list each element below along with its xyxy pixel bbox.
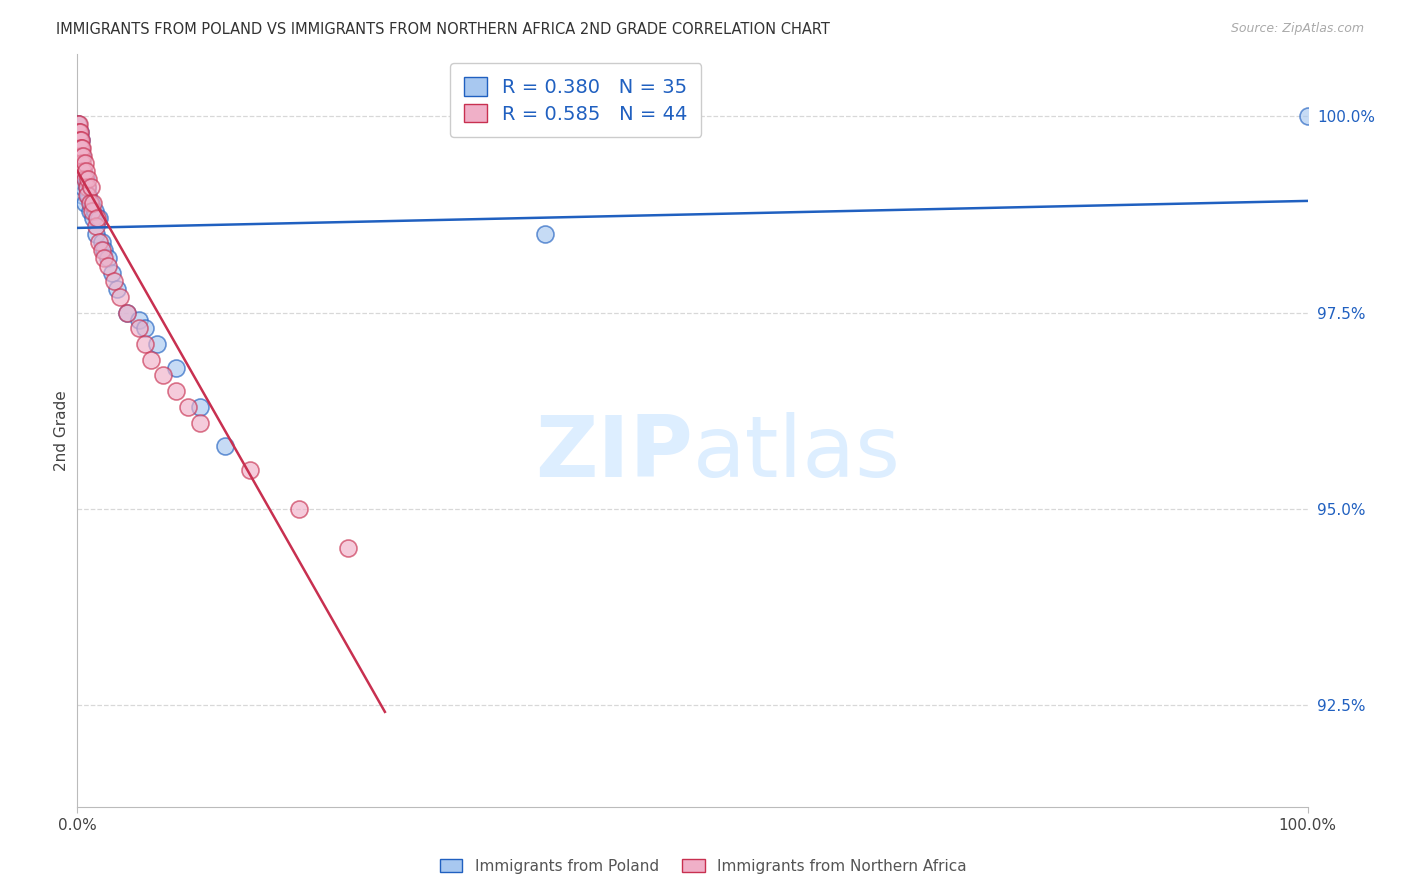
Point: [67, 133, 90, 147]
Point: [67, 125, 90, 139]
Point: [79, 203, 101, 218]
Point: [128, 321, 150, 335]
Point: [177, 400, 200, 414]
Point: [93, 243, 115, 257]
Point: [97, 259, 120, 273]
Point: [72, 164, 94, 178]
Point: [82, 195, 104, 210]
Point: [75, 172, 97, 186]
Point: [89, 211, 111, 226]
Point: [75, 164, 97, 178]
Point: [97, 251, 120, 265]
Point: [77, 187, 100, 202]
Point: [128, 313, 150, 327]
Point: [190, 400, 212, 414]
Point: [82, 203, 104, 218]
Point: [70, 156, 93, 170]
Point: [83, 203, 105, 218]
Point: [134, 321, 156, 335]
Point: [69, 125, 91, 139]
Legend: Immigrants from Poland, Immigrants from Northern Africa: Immigrants from Poland, Immigrants from …: [433, 853, 973, 880]
Point: [70, 148, 93, 162]
Point: [165, 360, 187, 375]
Point: [89, 235, 111, 249]
Point: [80, 180, 103, 194]
Point: [66, 117, 89, 131]
Point: [337, 541, 360, 556]
Point: [534, 227, 557, 241]
Point: [79, 195, 101, 210]
Point: [101, 266, 124, 280]
Point: [66, 117, 89, 131]
Text: atlas: atlas: [693, 411, 900, 494]
Point: [76, 187, 98, 202]
Point: [73, 172, 96, 186]
Point: [76, 180, 98, 194]
Point: [73, 156, 96, 170]
Point: [69, 141, 91, 155]
Point: [190, 416, 212, 430]
Point: [110, 290, 132, 304]
Point: [103, 274, 125, 288]
Text: ZIP: ZIP: [534, 411, 693, 494]
Point: [84, 227, 107, 241]
Point: [165, 384, 187, 398]
Point: [146, 337, 169, 351]
Point: [70, 133, 93, 147]
Point: [69, 141, 91, 155]
Point: [76, 180, 98, 194]
Point: [72, 164, 94, 178]
Point: [141, 352, 163, 367]
Point: [70, 148, 93, 162]
Point: [66, 125, 89, 139]
Point: [115, 305, 138, 319]
Point: [93, 251, 115, 265]
Point: [80, 195, 103, 210]
Point: [105, 282, 128, 296]
Point: [90, 235, 114, 249]
Text: Source: ZipAtlas.com: Source: ZipAtlas.com: [1230, 22, 1364, 36]
Point: [82, 211, 104, 226]
Legend: R = 0.380   N = 35, R = 0.585   N = 44: R = 0.380 N = 35, R = 0.585 N = 44: [450, 63, 702, 137]
Text: IMMIGRANTS FROM POLAND VS IMMIGRANTS FROM NORTHERN AFRICA 2ND GRADE CORRELATION : IMMIGRANTS FROM POLAND VS IMMIGRANTS FRO…: [56, 22, 830, 37]
Point: [239, 463, 262, 477]
Point: [84, 219, 107, 234]
Point: [77, 172, 100, 186]
Point: [288, 502, 311, 516]
Point: [152, 368, 174, 383]
Point: [70, 141, 93, 155]
Point: [70, 141, 93, 155]
Point: [86, 211, 108, 226]
Point: [115, 305, 138, 319]
Point: [214, 439, 236, 453]
Y-axis label: 2nd Grade: 2nd Grade: [53, 390, 69, 471]
Point: [70, 133, 93, 147]
Point: [67, 117, 90, 131]
Point: [69, 133, 91, 147]
Point: [70, 187, 93, 202]
Point: [67, 133, 90, 147]
Point: [72, 180, 94, 194]
Point: [67, 125, 90, 139]
Point: [134, 337, 156, 351]
Point: [70, 141, 93, 155]
Point: [72, 148, 94, 162]
Point: [90, 243, 114, 257]
Point: [73, 195, 96, 210]
Point: [1296, 109, 1319, 123]
Point: [69, 125, 91, 139]
